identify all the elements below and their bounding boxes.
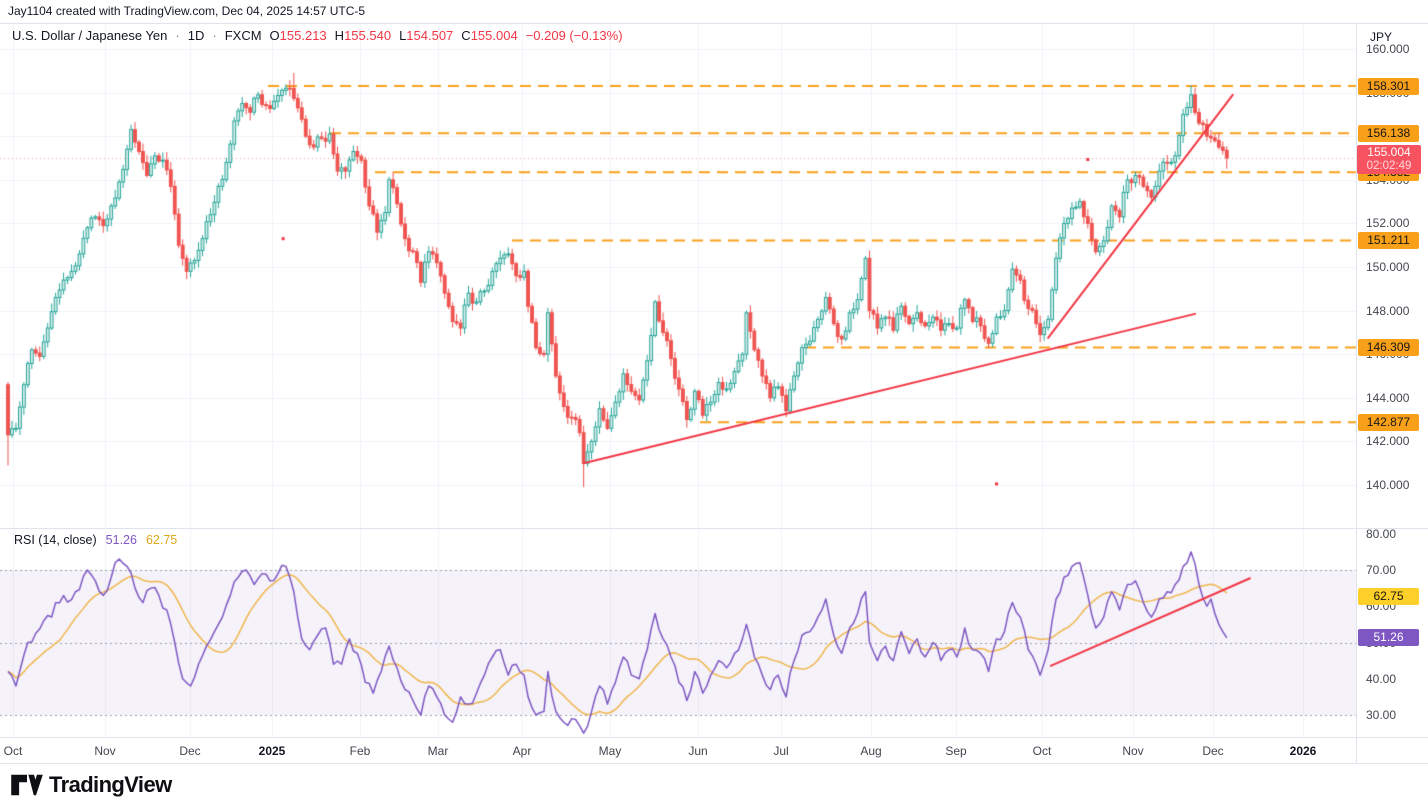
level-badge: 158.301	[1358, 77, 1419, 95]
price-tick-label: 140.000	[1366, 478, 1410, 492]
price-axis-border	[1356, 23, 1357, 763]
price-tick-label: 144.000	[1366, 390, 1410, 405]
price-tick-label: 148.000	[1366, 303, 1410, 318]
time-tick-label: Nov	[1122, 744, 1144, 758]
time-tick-label: Jul	[773, 744, 789, 758]
currency-label: JPY	[1370, 30, 1393, 44]
level-badge: 151.211	[1358, 232, 1419, 250]
rsi-tick-label: 80.00	[1366, 526, 1397, 541]
time-tick-label: Oct	[3, 744, 23, 758]
widget-top-border	[0, 23, 1428, 24]
price-tick-label: 160.000	[1366, 42, 1410, 56]
price-tick-label: 150.000	[1366, 260, 1410, 274]
time-tick-label: Aug	[860, 744, 882, 758]
low-value: 154.507	[406, 28, 454, 43]
time-tick-label: Dec	[179, 744, 201, 758]
time-tick-label: 2025	[258, 744, 286, 758]
level-badge: 156.138	[1358, 124, 1419, 142]
last-price-badge: 155.004 02:02:49	[1357, 144, 1421, 174]
time-tick-label: 2026	[1289, 744, 1317, 758]
last-price-value: 155.004	[1367, 144, 1411, 159]
rsi-tick-label: 30.00	[1366, 708, 1397, 722]
high-value: 155.540	[344, 28, 392, 43]
time-tick-label: Mar	[427, 744, 449, 758]
rsi-tick-label: 40.00	[1366, 671, 1397, 686]
time-axis-border	[0, 737, 1428, 738]
rsi-ma-value: 62.75	[145, 533, 178, 547]
legend-separator: ·	[175, 28, 180, 43]
ohlc-close: C155.004	[461, 28, 517, 43]
ohlc-low: L154.507	[399, 28, 453, 43]
bar-countdown: 02:02:49	[1366, 159, 1412, 172]
widget-bottom-border	[0, 763, 1428, 764]
symbol-title[interactable]: U.S. Dollar / Japanese Yen	[12, 28, 168, 43]
time-tick-label: Apr	[512, 744, 532, 758]
ohlc-open: O155.213	[270, 28, 327, 43]
low-label: L	[399, 28, 407, 43]
pane-divider[interactable]	[0, 528, 1428, 529]
high-label: H	[334, 28, 345, 43]
level-badge: 142.877	[1358, 413, 1419, 431]
open-value: 155.213	[279, 28, 327, 43]
rsi-legend-title[interactable]: RSI (14, close)	[14, 533, 97, 547]
level-badge: 146.309	[1358, 338, 1419, 356]
legend-separator: ·	[212, 28, 217, 43]
time-tick-label: Nov	[94, 744, 116, 758]
time-tick-label: Feb	[349, 744, 371, 758]
time-tick-label: Oct	[1032, 744, 1052, 758]
symbol-exchange[interactable]: FXCM	[224, 28, 262, 43]
tradingview-logo-icon	[11, 774, 43, 796]
rsi-tick-label: 70.00	[1366, 563, 1397, 577]
change-value: −0.209 (−0.13%)	[525, 28, 623, 43]
price-tick-label: 152.000	[1366, 216, 1410, 231]
tradingview-logo-text: TradingView	[49, 772, 172, 797]
time-tick-label: Sep	[945, 744, 967, 758]
symbol-legend: U.S. Dollar / Japanese Yen · 1D · FXCM O…	[12, 28, 623, 43]
close-label: C	[461, 28, 471, 43]
time-tick-label: Dec	[1202, 744, 1224, 758]
rsi-legend: RSI (14, close) 51.26 62.75	[14, 533, 177, 547]
attribution-text: Jay1104 created with TradingView.com, De…	[8, 4, 366, 18]
rsi-ma-badge: 62.75	[1358, 587, 1419, 605]
time-tick-label: Jun	[688, 744, 708, 758]
rsi-value-badge: 51.26	[1358, 629, 1419, 647]
rsi-current-value: 51.26	[105, 533, 137, 547]
open-label: O	[269, 28, 280, 43]
price-tick-label: 142.000	[1366, 434, 1410, 449]
close-value: 155.004	[470, 28, 518, 43]
tradingview-logo[interactable]: TradingView	[10, 772, 172, 798]
ohlc-high: H155.540	[335, 28, 391, 43]
symbol-interval[interactable]: 1D	[187, 28, 205, 43]
time-tick-label: May	[598, 744, 622, 758]
